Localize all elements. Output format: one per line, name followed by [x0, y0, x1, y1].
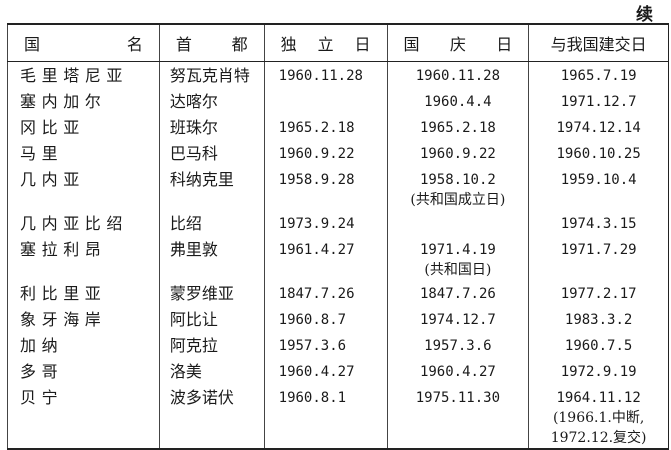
independence-cell: 1960.8.1 — [263, 384, 388, 449]
country-name: 几内亚 — [20, 170, 85, 189]
independence-cell: 1960.4.27 — [263, 358, 388, 384]
country-cell: 塞拉利昂 — [7, 236, 160, 280]
header-independence: 独立日 — [263, 24, 388, 62]
independence-cell — [263, 88, 388, 114]
capital-cell: 波多诺伏 — [158, 384, 265, 449]
country-cell: 毛里塔尼亚 — [7, 61, 160, 88]
country-cell: 几内亚比绍 — [7, 210, 160, 236]
national-day-cell: 1957.3.6 — [386, 332, 529, 358]
country-cell: 贝宁 — [7, 384, 160, 449]
national-day-cell: 1971.4.19 (共和国日) — [386, 236, 529, 280]
header-row: 国名 首都 独立日 国庆日 与我国建交日 — [7, 24, 669, 62]
country-name: 多哥 — [20, 362, 64, 381]
country-cell: 利比里亚 — [7, 280, 160, 306]
national-day-cell: 1960.11.28 — [386, 61, 529, 88]
country-name: 塞内加尔 — [20, 92, 107, 111]
country-cell: 几内亚 — [7, 166, 160, 210]
relations-note: 1972.12.复交) — [550, 430, 647, 446]
relations-note: (1966.1.中断, — [552, 410, 645, 426]
national-day-cell: 1975.11.30 — [386, 384, 529, 449]
relations-cell: 1971.7.29 — [528, 236, 669, 280]
relations-cell: 1972.9.19 — [528, 358, 669, 384]
header-national-day: 国庆日 — [386, 24, 529, 62]
capital-cell: 蒙罗维亚 — [158, 280, 265, 306]
country-cell: 冈比亚 — [7, 114, 160, 140]
country-name: 加纳 — [20, 336, 64, 355]
relations-cell: 1974.3.15 — [528, 210, 669, 236]
independence-cell: 1957.3.6 — [263, 332, 388, 358]
independence-cell: 1958.9.28 — [263, 166, 388, 210]
independence-cell: 1960.11.28 — [263, 61, 388, 88]
relations-cell: 1974.12.14 — [528, 114, 669, 140]
table-row: 几内亚比绍 比绍 1973.9.24 1974.3.15 — [7, 210, 669, 236]
relations-cell: 1964.11.12 (1966.1.中断, 1972.12.复交) — [528, 384, 669, 449]
header-relations: 与我国建交日 — [528, 24, 669, 62]
relations-cell: 1971.12.7 — [528, 88, 669, 114]
country-name: 马里 — [20, 144, 64, 163]
country-name: 利比里亚 — [20, 284, 107, 303]
capital-cell: 阿克拉 — [158, 332, 265, 358]
country-name: 冈比亚 — [20, 118, 85, 137]
country-table: 国名 首都 独立日 国庆日 与我国建交日 毛里塔尼亚 努瓦克肖特 1960.11.2… — [7, 23, 669, 450]
national-day-cell: 1965.2.18 — [386, 114, 529, 140]
table-row: 贝宁 波多诺伏 1960.8.1 1975.11.30 1964.11.12 (1966.… — [7, 384, 669, 449]
independence-cell: 1965.2.18 — [263, 114, 388, 140]
continued-label: 续 — [636, 5, 653, 25]
country-cell: 塞内加尔 — [7, 88, 160, 114]
table-row: 几内亚 科纳克里 1958.9.28 1958.10.2 (共和国成立日) 1959.10… — [7, 166, 669, 210]
table-row: 利比里亚 蒙罗维亚 1847.7.26 1847.7.26 1977.2.17 — [7, 280, 669, 306]
table-row: 塞拉利昂 弗里敦 1961.4.27 1971.4.19 (共和国日) 1971.7.29 — [7, 236, 669, 280]
capital-cell: 洛美 — [158, 358, 265, 384]
capital-cell: 比绍 — [158, 210, 265, 236]
country-cell: 加纳 — [7, 332, 160, 358]
capital-cell: 弗里敦 — [158, 236, 265, 280]
independence-cell: 1973.9.24 — [263, 210, 388, 236]
capital-cell: 班珠尔 — [158, 114, 265, 140]
capital-cell: 阿比让 — [158, 306, 265, 332]
capital-cell: 达喀尔 — [158, 88, 265, 114]
independence-cell: 1960.8.7 — [263, 306, 388, 332]
table-row: 加纳 阿克拉 1957.3.6 1957.3.6 1960.7.5 — [7, 332, 669, 358]
national-day-cell: 1974.12.7 — [386, 306, 529, 332]
header-capital: 首都 — [158, 24, 265, 62]
relations-cell: 1960.10.25 — [528, 140, 669, 166]
table-row: 毛里塔尼亚 努瓦克肖特 1960.11.28 1960.11.28 1965.7.19 — [7, 61, 669, 88]
country-name: 毛里塔尼亚 — [20, 66, 129, 85]
country-name: 贝宁 — [20, 388, 64, 407]
table-row: 马里 巴马科 1960.9.22 1960.9.22 1960.10.25 — [7, 140, 669, 166]
national-day-cell: 1960.9.22 — [386, 140, 529, 166]
independence-cell: 1960.9.22 — [263, 140, 388, 166]
table-row: 多哥 洛美 1960.4.27 1960.4.27 1972.9.19 — [7, 358, 669, 384]
capital-cell: 科纳克里 — [158, 166, 265, 210]
national-day-cell: 1960.4.4 — [386, 88, 529, 114]
relations-cell: 1959.10.4 — [528, 166, 669, 210]
country-cell: 多哥 — [7, 358, 160, 384]
national-day-cell: 1958.10.2 (共和国成立日) — [386, 166, 529, 210]
table-row: 冈比亚 班珠尔 1965.2.18 1965.2.18 1974.12.14 — [7, 114, 669, 140]
country-cell: 象牙海岸 — [7, 306, 160, 332]
capital-cell: 努瓦克肖特 — [158, 61, 265, 88]
country-name: 象牙海岸 — [20, 310, 107, 329]
header-country: 国名 — [7, 24, 160, 62]
relations-cell: 1960.7.5 — [528, 332, 669, 358]
table-row: 塞内加尔 达喀尔 1960.4.4 1971.12.7 — [7, 88, 669, 114]
capital-cell: 巴马科 — [158, 140, 265, 166]
relations-cell: 1977.2.17 — [528, 280, 669, 306]
national-day-note: (共和国日) — [424, 262, 492, 278]
country-name: 几内亚比绍 — [20, 214, 129, 233]
country-name: 塞拉利昂 — [20, 240, 107, 259]
independence-cell: 1847.7.26 — [263, 280, 388, 306]
national-day-cell — [386, 210, 529, 236]
relations-cell: 1965.7.19 — [528, 61, 669, 88]
national-day-cell: 1847.7.26 — [386, 280, 529, 306]
relations-cell: 1983.3.2 — [528, 306, 669, 332]
independence-cell: 1961.4.27 — [263, 236, 388, 280]
national-day-note: (共和国成立日) — [410, 192, 506, 208]
national-day-cell: 1960.4.27 — [386, 358, 529, 384]
table-row: 象牙海岸 阿比让 1960.8.7 1974.12.7 1983.3.2 — [7, 306, 669, 332]
country-cell: 马里 — [7, 140, 160, 166]
